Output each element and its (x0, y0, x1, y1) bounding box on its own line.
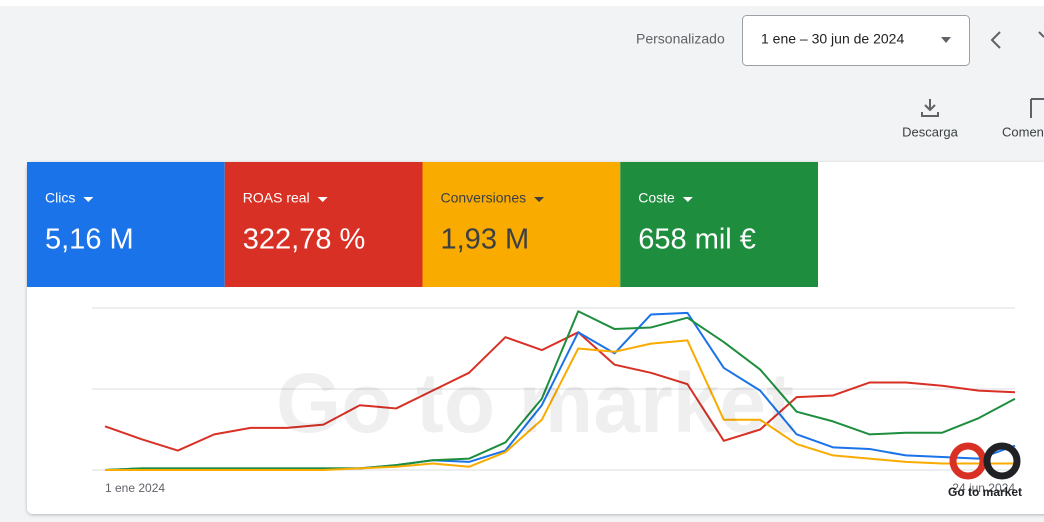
range-label: Personalizado (636, 31, 725, 47)
metric-caret (317, 197, 328, 202)
metric-value: 5,16 M (45, 224, 134, 256)
metric-caret (682, 197, 693, 202)
metric-label: Conversiones (441, 190, 527, 206)
metric-value: 658 mil € (638, 224, 756, 256)
next-button[interactable] (1038, 31, 1044, 38)
date-range: 1 ene – 30 jun de 2024 (761, 31, 904, 47)
metric-value: 1,93 M (441, 224, 530, 256)
metric-caret (534, 197, 545, 202)
x-tick-label: 1 ene 2024 (105, 481, 165, 495)
download-icon[interactable] (921, 99, 939, 117)
metric-value: 322,78 % (243, 224, 366, 256)
logo (949, 442, 1021, 480)
metric-label: Coste (638, 190, 675, 206)
metric-tile[interactable] (620, 162, 818, 287)
watermark: Go to market (276, 356, 794, 450)
prev-button[interactable] (990, 31, 1001, 49)
dropdown-caret (941, 37, 951, 43)
metric-tile[interactable] (27, 162, 225, 287)
series-line (104, 331, 1016, 452)
metric-caret (83, 197, 94, 202)
date-dropdown[interactable] (742, 15, 970, 66)
metric-label: Clics (45, 190, 75, 206)
comments-icon[interactable] (1030, 98, 1044, 118)
comments-label: Comen (1002, 124, 1044, 139)
top-strip (0, 0, 1044, 6)
metric-tile[interactable] (224, 162, 423, 287)
series-line (105, 339, 1015, 471)
download-label: Descarga (902, 124, 958, 139)
logo-text: Go to market (948, 485, 1022, 499)
metric-label: ROAS real (243, 190, 310, 206)
x-tick-label: 24 jun 2024 (952, 481, 1015, 495)
series-line (104, 310, 1016, 471)
metric-tile[interactable] (422, 162, 621, 287)
